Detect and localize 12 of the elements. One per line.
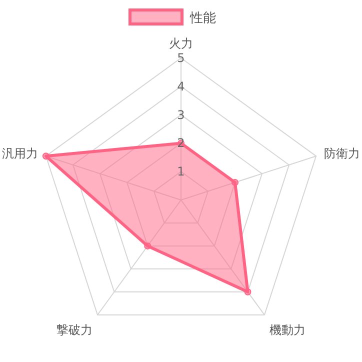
- y-tick-label: 5: [177, 51, 185, 65]
- y-tick-label: 3: [177, 108, 185, 122]
- spoke-label: 防衛力: [324, 146, 360, 160]
- legend: 性能: [128, 8, 216, 26]
- legend-label: 性能: [189, 11, 216, 26]
- spoke-label: 機動力: [269, 322, 306, 337]
- spoke-label: 撃破力: [56, 322, 93, 337]
- y-tick-label: 1: [177, 164, 185, 179]
- y-tick-label: 4: [177, 79, 185, 94]
- spoke-label: 火力: [169, 36, 193, 50]
- y-tick-label: 2: [177, 136, 185, 150]
- spoke-label: 汎用力: [2, 146, 38, 160]
